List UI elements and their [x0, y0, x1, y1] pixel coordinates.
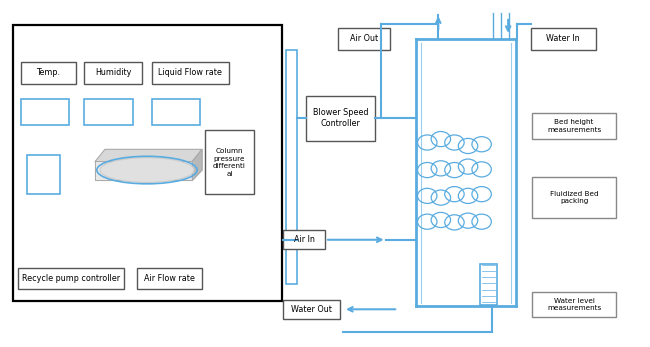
Text: Liquid Flow rate: Liquid Flow rate — [159, 68, 222, 77]
Bar — [480, 264, 497, 305]
Text: Bed height
measurements: Bed height measurements — [547, 119, 601, 133]
Bar — [531, 28, 595, 50]
Text: Recycle pump controller: Recycle pump controller — [22, 274, 120, 283]
Text: Air Out: Air Out — [350, 34, 378, 43]
Text: Humidity: Humidity — [95, 68, 131, 77]
Ellipse shape — [100, 158, 194, 183]
Bar — [21, 100, 70, 125]
Text: Column
pressure
differenti
al: Column pressure differenti al — [213, 148, 246, 177]
Bar — [27, 154, 60, 194]
Text: Water level
measurements: Water level measurements — [547, 298, 601, 311]
Bar — [338, 28, 390, 50]
Text: Water Out: Water Out — [291, 305, 332, 314]
Bar — [151, 62, 229, 84]
Polygon shape — [192, 150, 202, 180]
Text: Water In: Water In — [547, 34, 580, 43]
Bar — [532, 177, 616, 218]
Bar — [84, 62, 142, 84]
Bar — [532, 113, 616, 139]
Bar — [137, 268, 202, 289]
Bar — [283, 300, 340, 319]
Bar — [151, 100, 200, 125]
Text: Fluidized Bed
packing: Fluidized Bed packing — [550, 191, 599, 204]
Bar — [18, 268, 124, 289]
Bar — [21, 62, 76, 84]
Polygon shape — [96, 161, 192, 180]
Bar — [306, 96, 376, 141]
Text: Temp.: Temp. — [36, 68, 60, 77]
Bar — [286, 50, 296, 283]
Text: Air Flow rate: Air Flow rate — [144, 274, 195, 283]
Text: Air In: Air In — [294, 235, 315, 244]
Polygon shape — [96, 150, 202, 161]
Text: Blower Speed
Controller: Blower Speed Controller — [313, 108, 369, 128]
Bar — [84, 100, 133, 125]
Bar — [532, 291, 616, 318]
Bar — [13, 25, 281, 301]
Bar — [205, 130, 254, 194]
Bar — [283, 230, 325, 249]
